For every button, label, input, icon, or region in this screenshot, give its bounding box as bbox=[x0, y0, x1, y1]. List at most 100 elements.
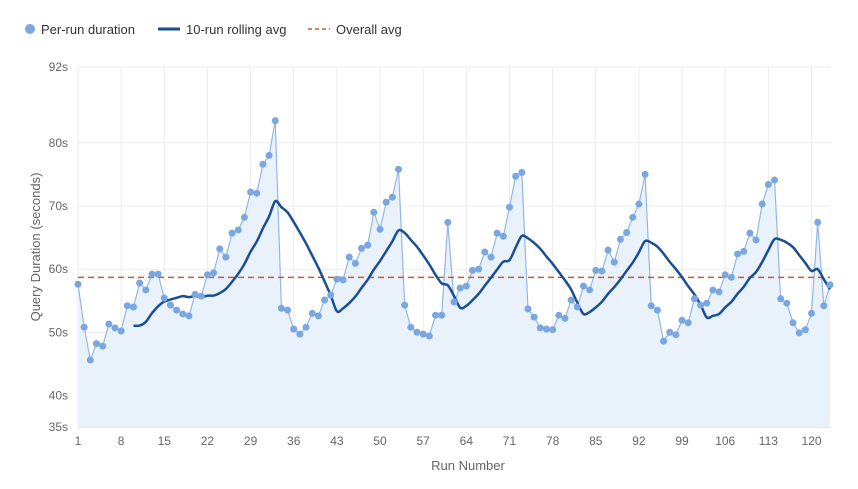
x-tick-label: 106 bbox=[715, 434, 735, 448]
per-run-point bbox=[407, 323, 415, 331]
x-tick-label: 43 bbox=[330, 434, 344, 448]
per-run-point bbox=[555, 311, 563, 319]
x-tick-label: 22 bbox=[201, 434, 215, 448]
per-run-point bbox=[296, 330, 304, 338]
legend-label-overall: Overall avg bbox=[336, 22, 402, 37]
per-run-point bbox=[117, 327, 125, 335]
per-run-point bbox=[740, 247, 748, 255]
per-run-point bbox=[302, 323, 310, 331]
per-run-point bbox=[277, 304, 285, 312]
per-run-point bbox=[314, 312, 322, 320]
per-run-point bbox=[86, 356, 94, 364]
per-run-point bbox=[425, 332, 433, 340]
per-run-point bbox=[197, 292, 205, 300]
per-run-point bbox=[456, 284, 464, 292]
per-run-point bbox=[783, 299, 791, 307]
per-run-point bbox=[808, 309, 816, 317]
x-tick-label: 120 bbox=[801, 434, 821, 448]
per-run-point bbox=[715, 288, 723, 296]
per-run-point bbox=[265, 151, 273, 159]
per-run-point bbox=[567, 296, 575, 304]
per-run-point bbox=[358, 244, 366, 252]
per-run-point bbox=[610, 258, 618, 266]
y-tick-label: 70s bbox=[49, 199, 68, 213]
per-run-point bbox=[653, 306, 661, 314]
legend-label-per-run: Per-run duration bbox=[41, 22, 135, 37]
per-run-point bbox=[530, 313, 538, 321]
per-run-point bbox=[709, 286, 717, 294]
per-run-point bbox=[764, 180, 772, 188]
per-run-point bbox=[586, 286, 594, 294]
per-run-point bbox=[271, 117, 279, 125]
per-run-point bbox=[351, 259, 359, 267]
per-run-point bbox=[678, 316, 686, 324]
per-run-point bbox=[345, 253, 353, 261]
per-run-point bbox=[505, 203, 513, 211]
per-run-point bbox=[789, 319, 797, 327]
per-run-point bbox=[74, 280, 82, 288]
per-run-point bbox=[752, 236, 760, 244]
per-run-point bbox=[795, 329, 803, 337]
per-run-point bbox=[419, 330, 427, 338]
per-run-point bbox=[80, 323, 88, 331]
per-run-point bbox=[129, 303, 137, 311]
per-run-point bbox=[801, 326, 809, 334]
per-run-point bbox=[376, 225, 384, 233]
per-run-point bbox=[549, 326, 557, 334]
per-run-point bbox=[382, 198, 390, 206]
per-run-point bbox=[468, 266, 476, 274]
per-run-point bbox=[542, 325, 550, 333]
per-run-point bbox=[105, 320, 113, 328]
per-run-point bbox=[284, 306, 292, 314]
per-run-point bbox=[142, 286, 150, 294]
per-run-point bbox=[136, 279, 144, 287]
per-run-point bbox=[308, 309, 316, 317]
per-run-point bbox=[561, 314, 569, 322]
per-run-point bbox=[173, 306, 181, 314]
per-run-point bbox=[321, 296, 329, 304]
per-run-point bbox=[179, 310, 187, 318]
y-axis-label: Query Duration (seconds) bbox=[28, 173, 43, 322]
y-tick-label: 80s bbox=[49, 136, 68, 150]
per-run-point bbox=[444, 218, 452, 226]
per-run-point bbox=[210, 269, 218, 277]
per-run-point bbox=[672, 331, 680, 339]
legend-swatch-per-run bbox=[25, 24, 35, 34]
x-tick-label: 1 bbox=[75, 434, 82, 448]
x-tick-label: 29 bbox=[244, 434, 258, 448]
x-axis-label: Run Number bbox=[431, 458, 505, 473]
x-tick-label: 57 bbox=[417, 434, 431, 448]
per-run-point bbox=[228, 229, 236, 237]
per-run-point bbox=[573, 303, 581, 311]
per-run-point bbox=[388, 193, 396, 201]
per-run-point bbox=[92, 340, 100, 348]
per-run-point bbox=[401, 301, 409, 309]
x-tick-label: 8 bbox=[118, 434, 125, 448]
per-run-point bbox=[438, 311, 446, 319]
per-run-point bbox=[148, 270, 156, 278]
per-run-point bbox=[641, 170, 649, 178]
per-run-point bbox=[123, 302, 131, 310]
legend-label-rolling: 10-run rolling avg bbox=[186, 22, 286, 37]
per-run-point bbox=[579, 282, 587, 290]
per-run-area bbox=[78, 120, 830, 428]
rolling-avg-line bbox=[133, 199, 832, 328]
per-run-point bbox=[216, 245, 224, 253]
per-run-point bbox=[635, 200, 643, 208]
per-run-point bbox=[734, 250, 742, 258]
x-tick-label: 50 bbox=[373, 434, 387, 448]
per-run-point bbox=[160, 294, 168, 302]
per-run-point bbox=[660, 337, 668, 345]
per-run-point bbox=[703, 299, 711, 307]
per-run-point bbox=[166, 301, 174, 309]
per-run-point bbox=[524, 305, 532, 313]
per-run-point bbox=[623, 228, 631, 236]
per-run-point bbox=[339, 276, 347, 284]
per-run-point bbox=[240, 213, 248, 221]
legend: Per-run duration 10-run rolling avg Over… bbox=[25, 22, 402, 37]
per-run-point bbox=[185, 312, 193, 320]
per-run-point bbox=[647, 302, 655, 310]
per-run-point bbox=[690, 295, 698, 303]
per-run-point bbox=[684, 319, 692, 327]
